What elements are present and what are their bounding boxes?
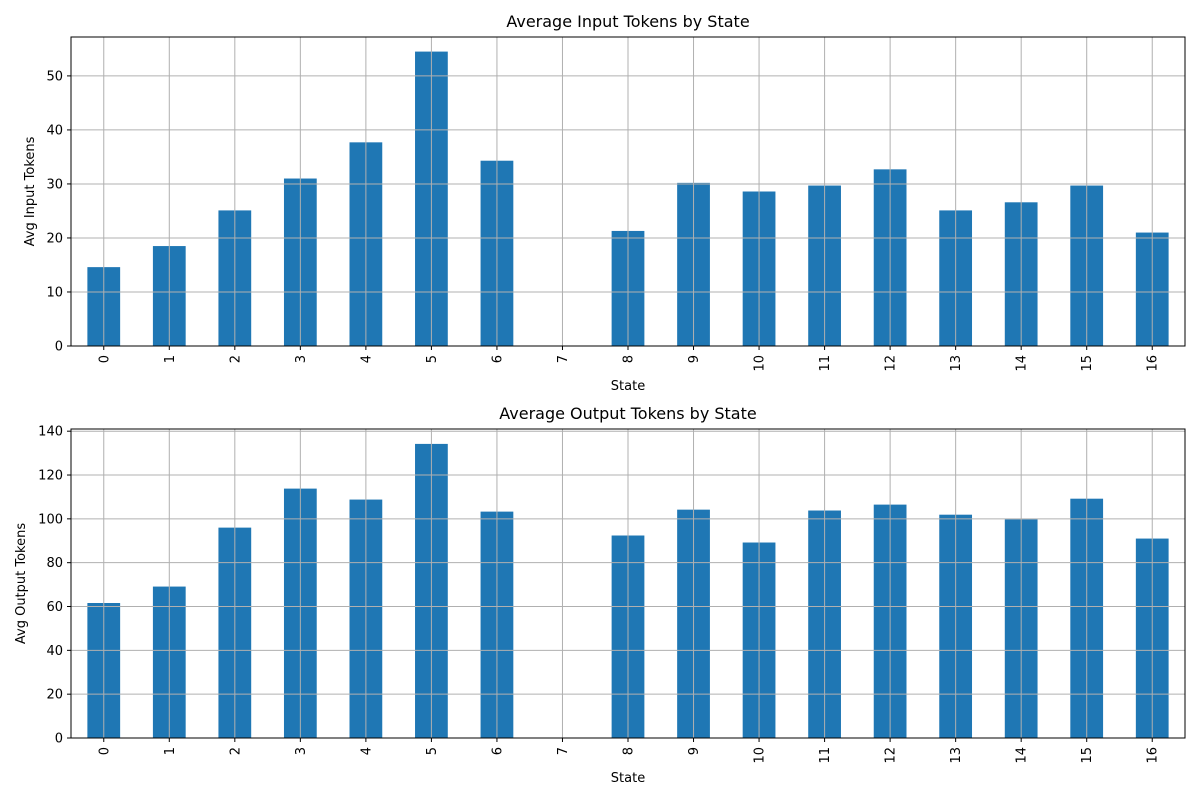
y-tick-label: 10 [46, 285, 63, 300]
y-tick-label: 60 [46, 600, 63, 615]
x-tick-label: 15 [1080, 747, 1095, 764]
x-tick-label: 8 [622, 355, 637, 363]
x-tick-label: 16 [1146, 747, 1161, 764]
y-tick-label: 30 [46, 177, 63, 192]
y-axis-label: Avg Output Tokens [14, 523, 29, 644]
y-tick-label: 80 [46, 556, 63, 571]
x-tick-label: 4 [359, 747, 374, 755]
x-tick-label: 7 [556, 355, 571, 363]
x-tick-label: 0 [97, 355, 112, 363]
y-tick-label: 0 [55, 732, 63, 747]
x-tick-label: 6 [490, 747, 505, 755]
x-axis-label: State [611, 771, 645, 786]
x-tick-label: 14 [1015, 355, 1030, 372]
y-tick-label: 100 [38, 512, 63, 527]
y-axis-label: Avg Input Tokens [23, 136, 38, 246]
x-tick-label: 8 [622, 747, 637, 755]
chart-title: Average Input Tokens by State [506, 12, 749, 31]
x-tick-label: 1 [163, 355, 178, 363]
x-tick-label: 13 [949, 747, 964, 764]
x-tick-label: 12 [884, 355, 899, 372]
x-tick-label: 7 [556, 747, 571, 755]
x-tick-label: 11 [818, 747, 833, 764]
x-tick-label: 5 [425, 355, 440, 363]
y-tick-label: 50 [46, 69, 63, 84]
y-tick-label: 140 [38, 425, 63, 440]
x-tick-label: 13 [949, 355, 964, 372]
x-tick-label: 10 [753, 747, 768, 764]
x-tick-label: 6 [490, 355, 505, 363]
y-tick-label: 20 [46, 231, 63, 246]
x-tick-label: 3 [294, 355, 309, 363]
x-tick-label: 11 [818, 355, 833, 372]
x-tick-label: 3 [294, 747, 309, 755]
x-tick-label: 16 [1146, 355, 1161, 372]
y-tick-label: 0 [55, 340, 63, 355]
y-tick-label: 40 [46, 644, 63, 659]
x-tick-label: 14 [1015, 747, 1030, 764]
x-tick-label: 0 [97, 747, 112, 755]
x-tick-label: 5 [425, 747, 440, 755]
x-tick-label: 12 [884, 747, 899, 764]
x-axis-label: State [611, 379, 645, 394]
y-tick-label: 40 [46, 123, 63, 138]
y-tick-label: 20 [46, 688, 63, 703]
x-tick-label: 2 [228, 355, 243, 363]
y-tick-label: 120 [38, 469, 63, 484]
x-tick-label: 15 [1080, 355, 1095, 372]
x-tick-label: 4 [359, 355, 374, 363]
x-tick-label: 10 [753, 355, 768, 372]
chart-title: Average Output Tokens by State [499, 404, 756, 423]
x-tick-label: 1 [163, 747, 178, 755]
x-tick-label: 2 [228, 747, 243, 755]
x-tick-label: 9 [687, 355, 702, 363]
x-tick-label: 9 [687, 747, 702, 755]
